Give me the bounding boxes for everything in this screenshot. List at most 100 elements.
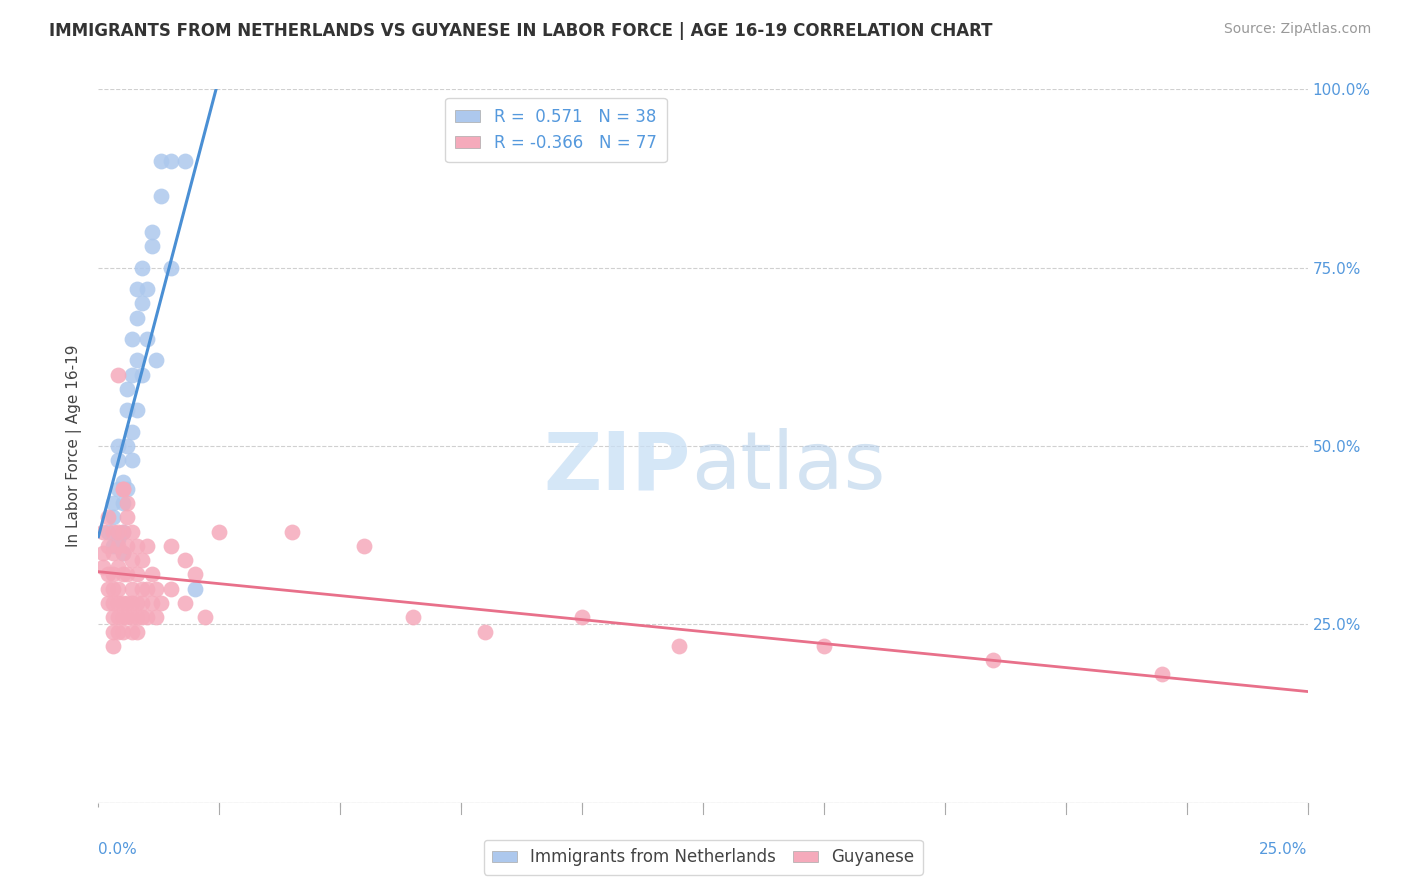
- Point: [111, 610, 134, 624]
- Text: Source: ZipAtlas.com: Source: ZipAtlas.com: [1223, 22, 1371, 37]
- Point: [131, 296, 153, 310]
- Point: [107, 453, 129, 467]
- Point: [97, 582, 120, 596]
- Point: [160, 153, 183, 168]
- Point: [131, 582, 153, 596]
- Point: [111, 482, 134, 496]
- Point: [1152, 667, 1174, 681]
- Legend: Immigrants from Netherlands, Guyanese: Immigrants from Netherlands, Guyanese: [484, 840, 922, 875]
- Point: [117, 403, 139, 417]
- Point: [111, 546, 134, 560]
- Point: [91, 546, 114, 560]
- Point: [131, 368, 153, 382]
- Point: [402, 610, 425, 624]
- Point: [813, 639, 835, 653]
- Point: [131, 260, 153, 275]
- Point: [97, 524, 120, 539]
- Point: [91, 560, 114, 574]
- Point: [145, 582, 167, 596]
- Point: [141, 567, 163, 582]
- Point: [111, 596, 134, 610]
- Point: [121, 582, 143, 596]
- Point: [121, 610, 143, 624]
- Point: [145, 610, 167, 624]
- Point: [145, 353, 167, 368]
- Point: [97, 596, 120, 610]
- Point: [97, 510, 120, 524]
- Point: [111, 624, 134, 639]
- Point: [150, 153, 173, 168]
- Point: [127, 567, 149, 582]
- Point: [117, 482, 139, 496]
- Text: ZIP: ZIP: [544, 428, 690, 507]
- Point: [117, 539, 139, 553]
- Point: [121, 453, 143, 467]
- Point: [127, 403, 149, 417]
- Point: [127, 282, 149, 296]
- Point: [571, 610, 593, 624]
- Point: [141, 596, 163, 610]
- Point: [281, 524, 304, 539]
- Point: [141, 225, 163, 239]
- Point: [101, 582, 124, 596]
- Point: [135, 610, 157, 624]
- Point: [107, 524, 129, 539]
- Point: [91, 524, 114, 539]
- Point: [127, 610, 149, 624]
- Point: [97, 567, 120, 582]
- Point: [107, 439, 129, 453]
- Point: [194, 610, 217, 624]
- Point: [184, 567, 207, 582]
- Point: [160, 582, 183, 596]
- Point: [107, 560, 129, 574]
- Point: [101, 610, 124, 624]
- Text: IMMIGRANTS FROM NETHERLANDS VS GUYANESE IN LABOR FORCE | AGE 16-19 CORRELATION C: IMMIGRANTS FROM NETHERLANDS VS GUYANESE …: [49, 22, 993, 40]
- Point: [127, 310, 149, 325]
- Point: [121, 332, 143, 346]
- Point: [668, 639, 690, 653]
- Point: [131, 596, 153, 610]
- Point: [111, 524, 134, 539]
- Point: [101, 496, 124, 510]
- Point: [107, 368, 129, 382]
- Point: [135, 332, 157, 346]
- Point: [111, 482, 134, 496]
- Point: [111, 567, 134, 582]
- Point: [131, 553, 153, 567]
- Point: [150, 189, 173, 203]
- Point: [121, 624, 143, 639]
- Point: [174, 553, 197, 567]
- Point: [101, 596, 124, 610]
- Point: [107, 582, 129, 596]
- Text: 0.0%: 0.0%: [98, 842, 138, 857]
- Point: [117, 610, 139, 624]
- Point: [101, 539, 124, 553]
- Point: [107, 539, 129, 553]
- Point: [131, 610, 153, 624]
- Point: [117, 382, 139, 396]
- Point: [121, 425, 143, 439]
- Point: [127, 624, 149, 639]
- Point: [121, 553, 143, 567]
- Point: [174, 153, 197, 168]
- Point: [208, 524, 231, 539]
- Point: [111, 496, 134, 510]
- Point: [174, 596, 197, 610]
- Point: [111, 546, 134, 560]
- Point: [117, 596, 139, 610]
- Point: [135, 282, 157, 296]
- Point: [101, 546, 124, 560]
- Point: [107, 532, 129, 546]
- Point: [107, 624, 129, 639]
- Point: [474, 624, 496, 639]
- Point: [135, 582, 157, 596]
- Point: [127, 596, 149, 610]
- Point: [353, 539, 375, 553]
- Point: [160, 539, 183, 553]
- Point: [121, 368, 143, 382]
- Point: [117, 567, 139, 582]
- Point: [160, 260, 183, 275]
- Point: [107, 482, 129, 496]
- Legend: R =  0.571   N = 38, R = -0.366   N = 77: R = 0.571 N = 38, R = -0.366 N = 77: [446, 97, 666, 161]
- Point: [184, 582, 207, 596]
